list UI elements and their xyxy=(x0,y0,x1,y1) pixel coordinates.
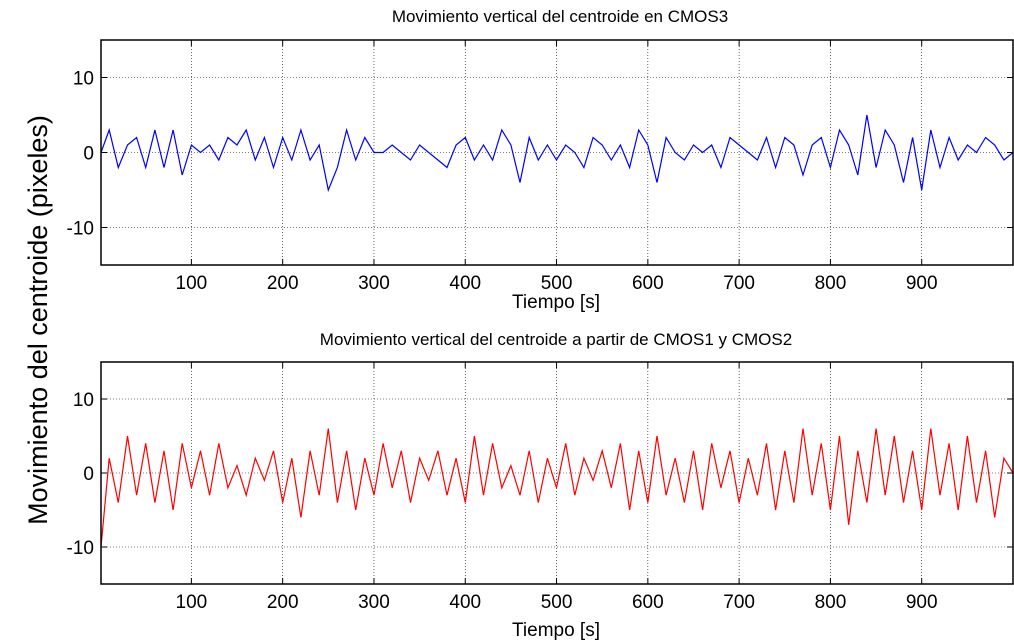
chart-1-x-axis-label: Tiempo [s] xyxy=(512,292,600,313)
x-tick-label: 500 xyxy=(541,273,573,294)
x-tick-label: 700 xyxy=(723,592,755,613)
shared-y-axis-label: Movimiento del centroide (pixeles) xyxy=(23,115,53,525)
x-tick-label: 400 xyxy=(449,273,481,294)
chart-2-title: Movimiento vertical del centroide a part… xyxy=(320,330,792,349)
y-tick-label: -10 xyxy=(67,538,94,559)
x-tick-label: 600 xyxy=(632,273,664,294)
chart-2-x-axis-label: Tiempo [s] xyxy=(512,620,600,641)
x-tick-label: 100 xyxy=(176,273,208,294)
y-tick-label: 0 xyxy=(83,464,94,485)
y-tick-label: 10 xyxy=(73,69,94,90)
chart-2-series-line xyxy=(100,428,1014,548)
x-tick-label: 300 xyxy=(358,592,390,613)
x-tick-label: 200 xyxy=(267,273,299,294)
x-tick-label: 100 xyxy=(176,592,208,613)
x-tick-label: 600 xyxy=(632,592,664,613)
x-tick-label: 200 xyxy=(267,592,299,613)
x-tick-label: 800 xyxy=(815,273,847,294)
y-tick-label: 0 xyxy=(83,144,94,165)
chart-1-frame xyxy=(100,39,1014,266)
x-tick-label: 800 xyxy=(815,592,847,613)
x-tick-label: 900 xyxy=(906,592,938,613)
chart-cmos1-cmos2: Movimiento vertical del centroide a part… xyxy=(67,330,1014,641)
chart-1-title: Movimiento vertical del centroide en CMO… xyxy=(392,7,728,26)
x-tick-label: 700 xyxy=(723,273,755,294)
x-tick-label: 500 xyxy=(541,592,573,613)
chart-1-series-line xyxy=(100,114,1014,193)
x-tick-label: 400 xyxy=(449,592,481,613)
y-tick-label: -10 xyxy=(67,219,94,240)
chart-2-grid xyxy=(101,362,1013,584)
x-tick-label: 900 xyxy=(906,273,938,294)
chart-cmos3: Movimiento vertical del centroide en CMO… xyxy=(67,7,1014,313)
chart-2-frame xyxy=(100,361,1014,585)
y-tick-label: 10 xyxy=(73,390,94,411)
x-tick-label: 300 xyxy=(358,273,390,294)
